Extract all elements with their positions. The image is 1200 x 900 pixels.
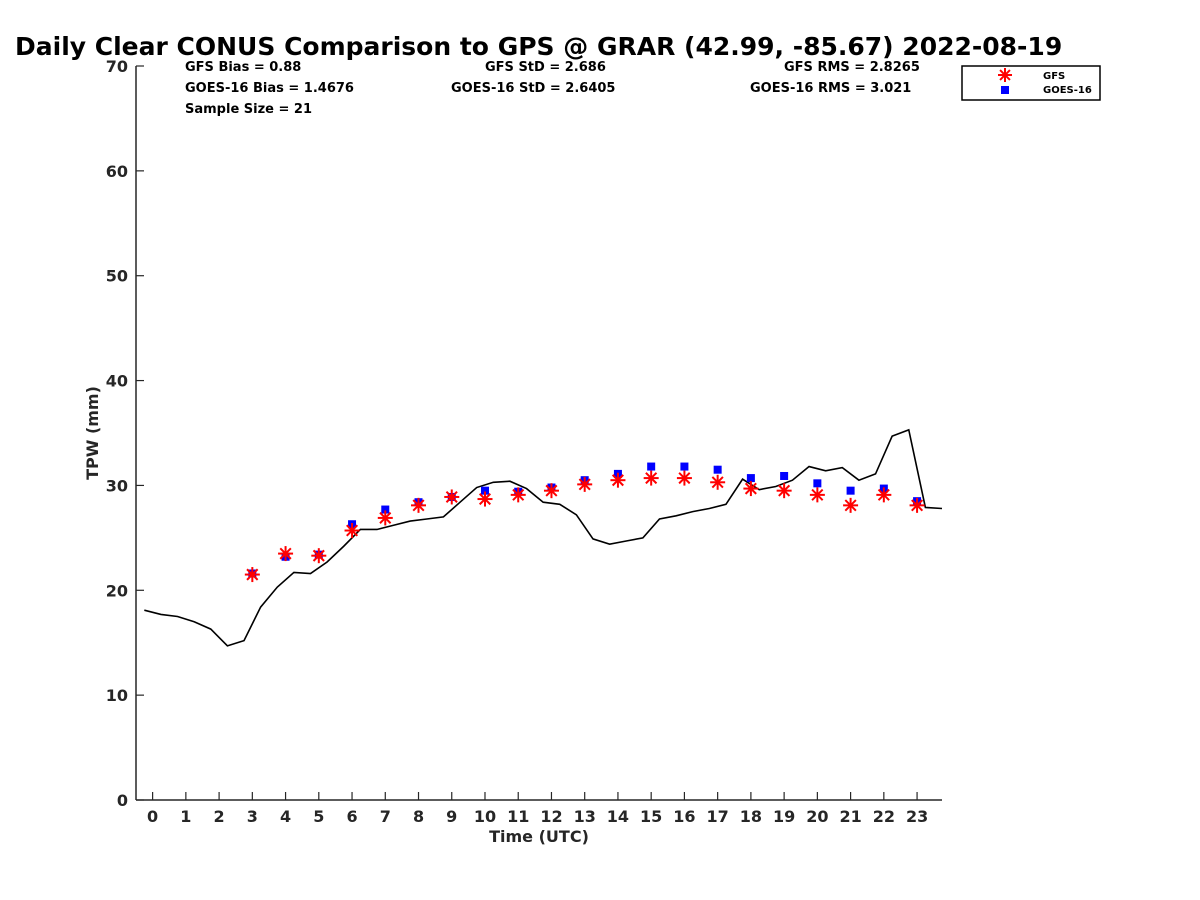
gfs-point	[477, 491, 493, 507]
y-tick-label: 10	[106, 686, 128, 705]
x-tick-label: 22	[873, 807, 895, 826]
stat-goes-rms: GOES-16 RMS = 3.021	[750, 81, 911, 96]
y-axis-label: TPW (mm)	[83, 386, 102, 480]
legend-gfs-label: GFS	[1043, 71, 1065, 82]
gps-line	[144, 428, 943, 647]
goes16-point	[647, 462, 656, 471]
gfs-point	[543, 483, 559, 499]
stats-block: GFS Bias = 0.88 GFS StD = 2.686 GFS RMS …	[185, 60, 920, 117]
chart-title: Daily Clear CONUS Comparison to GPS @ GR…	[15, 32, 1062, 61]
gfs-point	[377, 510, 393, 526]
y-tick-label: 20	[106, 581, 128, 600]
legend-goes16-label: GOES-16	[1043, 85, 1092, 96]
stat-gfs-bias: GFS Bias = 0.88	[185, 60, 301, 75]
gfs-series	[244, 470, 925, 583]
gfs-point	[809, 487, 825, 503]
x-tick-label: 20	[806, 807, 828, 826]
x-tick-label: 3	[247, 807, 258, 826]
goes16-point	[381, 505, 390, 514]
x-tick-label: 23	[906, 807, 928, 826]
gfs-point	[843, 497, 859, 513]
x-tick-label: 12	[540, 807, 562, 826]
x-tick-label: 8	[413, 807, 424, 826]
x-tick-label: 15	[640, 807, 662, 826]
x-tick-label: 0	[147, 807, 158, 826]
gfs-point	[577, 476, 593, 492]
gps-series	[144, 428, 943, 647]
gfs-point	[444, 489, 460, 505]
stat-goes-std: GOES-16 StD = 2.6405	[451, 81, 615, 96]
y-tick-label: 50	[106, 267, 128, 286]
x-tick-label: 13	[574, 807, 596, 826]
legend-gfs-marker	[998, 68, 1012, 82]
x-tick-label: 5	[313, 807, 324, 826]
stat-goes-bias: GOES-16 Bias = 1.4676	[185, 81, 354, 96]
goes16-point	[713, 465, 722, 474]
x-tick-label: 2	[214, 807, 225, 826]
x-tick-label: 6	[346, 807, 357, 826]
gfs-point	[278, 546, 294, 562]
stat-gfs-rms: GFS RMS = 2.8265	[784, 60, 920, 75]
gfs-point	[776, 483, 792, 499]
gfs-point	[244, 567, 260, 583]
gfs-point	[610, 472, 626, 488]
stat-sample-size: Sample Size = 21	[185, 102, 312, 117]
gfs-point	[344, 523, 360, 539]
x-tick-label: 21	[839, 807, 861, 826]
legend-goes16-marker	[1001, 86, 1009, 94]
goes16-point	[480, 486, 489, 495]
x-tick-label: 19	[773, 807, 795, 826]
gfs-point	[676, 470, 692, 486]
y-tick-label: 40	[106, 372, 128, 391]
y-tick-label: 30	[106, 476, 128, 495]
x-tick-label: 11	[507, 807, 529, 826]
legend-box	[961, 65, 1101, 101]
legend-gfs-asterisk	[998, 68, 1012, 82]
goes16-point	[680, 462, 689, 471]
goes16-point	[746, 474, 755, 483]
x-tick-label: 14	[607, 807, 629, 826]
goes16-point	[780, 471, 789, 480]
x-tick-label: 10	[474, 807, 496, 826]
y-tick-label: 70	[106, 57, 128, 76]
x-tick-label: 18	[740, 807, 762, 826]
gfs-point	[311, 548, 327, 564]
x-tick-label: 1	[180, 807, 191, 826]
x-tick-label: 17	[707, 807, 729, 826]
x-axis-label: Time (UTC)	[489, 827, 589, 846]
goes16-point	[846, 486, 855, 495]
legend: GFS GOES-16	[961, 65, 1101, 101]
gfs-point	[710, 474, 726, 490]
stat-gfs-std: GFS StD = 2.686	[485, 60, 606, 75]
gfs-point	[411, 497, 427, 513]
gfs-point	[510, 487, 526, 503]
gfs-point	[876, 487, 892, 503]
x-tick-label: 9	[446, 807, 457, 826]
y-tick-label: 0	[117, 791, 128, 810]
gfs-point	[909, 497, 925, 513]
x-tick-label: 7	[380, 807, 391, 826]
gfs-point	[743, 481, 759, 497]
y-tick-label: 60	[106, 162, 128, 181]
x-tick-label: 4	[280, 807, 291, 826]
gfs-point	[643, 470, 659, 486]
goes16-point	[813, 479, 822, 488]
x-tick-label: 16	[673, 807, 695, 826]
